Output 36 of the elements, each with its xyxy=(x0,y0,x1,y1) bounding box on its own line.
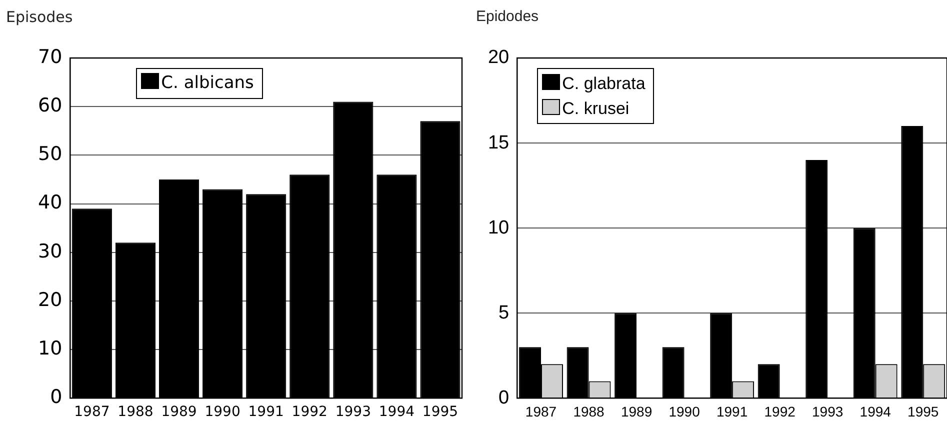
x-tick-label: 1995 xyxy=(908,403,939,420)
y-tick-label: 0 xyxy=(50,386,62,408)
legend-label: C. albicans xyxy=(161,73,254,93)
x-tick-label: 1992 xyxy=(764,403,796,420)
y-tick-label: 5 xyxy=(498,302,510,324)
y-tick-label: 30 xyxy=(38,240,62,262)
x-tick-label: 1988 xyxy=(573,403,605,420)
y-tick-label: 15 xyxy=(488,132,510,154)
x-tick-label: 1989 xyxy=(620,403,652,420)
y-axis-title: Episodes xyxy=(6,8,73,26)
y-tick-label: 70 xyxy=(38,46,62,68)
x-tick-label: 1991 xyxy=(716,403,748,420)
x-tick-label: 1992 xyxy=(292,404,328,420)
y-axis-title: Epidodes xyxy=(476,8,539,25)
y-tick-label: 40 xyxy=(38,192,62,214)
x-tick-label: 1993 xyxy=(335,404,371,420)
y-tick-label: 10 xyxy=(38,338,62,360)
x-tick-label: 1991 xyxy=(248,404,284,420)
x-tick-label: 1994 xyxy=(860,403,892,420)
y-tick-label: 50 xyxy=(38,143,62,166)
x-tick-label: 1994 xyxy=(378,404,415,420)
x-tick-label: 1987 xyxy=(525,403,557,420)
x-tick-label: 1987 xyxy=(74,404,110,420)
y-tick-label: 10 xyxy=(488,217,510,238)
y-tick-label: 0 xyxy=(498,387,510,408)
x-tick-label: 1990 xyxy=(204,404,240,420)
x-tick-label: 1993 xyxy=(812,403,844,420)
x-tick-label: 1990 xyxy=(668,403,700,420)
y-tick-label: 20 xyxy=(488,47,510,68)
x-tick-label: 1988 xyxy=(118,404,154,420)
y-tick-label: 20 xyxy=(38,288,62,311)
legend-label: C. krusei xyxy=(562,99,630,118)
y-tick-label: 60 xyxy=(38,94,62,117)
x-tick-label: 1989 xyxy=(161,404,197,420)
legend-label: C. glabrata xyxy=(562,74,646,93)
x-tick-label: 1995 xyxy=(422,404,458,420)
